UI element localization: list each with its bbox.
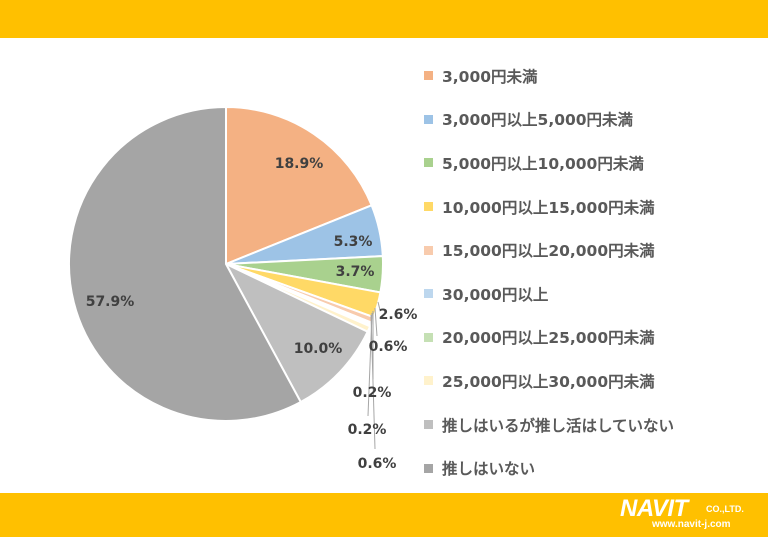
legend-swatch-9 bbox=[424, 463, 433, 473]
legend-label-2: 5,000円以上10,000円未満 bbox=[442, 154, 644, 173]
legend-item-5: 30,000円以上 bbox=[424, 272, 764, 316]
logo-url: www.navit-j.com bbox=[652, 519, 731, 530]
legend-item-0: 3,000円未満 bbox=[424, 54, 764, 98]
legend-item-2: 5,000円以上10,000円未満 bbox=[424, 141, 764, 185]
pie-slice-0 bbox=[225, 105, 373, 266]
legend-swatch-6 bbox=[424, 332, 433, 342]
data-label-6: 0.2% bbox=[348, 422, 387, 438]
legend-label-5: 30,000円以上 bbox=[442, 285, 549, 304]
legend-swatch-5 bbox=[424, 289, 433, 299]
top-band bbox=[0, 0, 768, 38]
legend-item-1: 3,000円以上5,000円未満 bbox=[424, 98, 764, 142]
legend-swatch-4 bbox=[424, 245, 433, 255]
data-label-1: 5.3% bbox=[334, 234, 373, 250]
leader-line-7 bbox=[370, 314, 376, 450]
legend-swatch-3 bbox=[424, 202, 433, 212]
data-label-2: 3.7% bbox=[336, 264, 375, 280]
data-label-8: 10.0% bbox=[294, 341, 343, 357]
legend-label-0: 3,000円未満 bbox=[442, 67, 538, 86]
legend-item-3: 10,000円以上15,000円未満 bbox=[424, 185, 764, 229]
data-label-0: 18.9% bbox=[275, 156, 324, 172]
pie-slice-8 bbox=[223, 261, 369, 404]
pie-slice-9 bbox=[68, 105, 303, 422]
legend-item-6: 20,000円以上25,000円未満 bbox=[424, 316, 764, 360]
legend-label-3: 10,000円以上15,000円未満 bbox=[442, 198, 655, 217]
legend-label-9: 推しはいない bbox=[442, 460, 536, 479]
chart-legend: 3,000円未満 3,000円以上5,000円未満 5,000円以上10,000円未… bbox=[424, 54, 764, 490]
company-logo: NAVIT CO.,LTD. www.navit-j.com bbox=[620, 497, 760, 533]
legend-swatch-2 bbox=[424, 158, 433, 168]
legend-label-6: 20,000円以上25,000円未満 bbox=[442, 329, 655, 348]
legend-label-4: 15,000円以上20,000円未満 bbox=[442, 242, 655, 261]
legend-swatch-0 bbox=[424, 71, 433, 81]
legend-label-7: 25,000円以上30,000円未満 bbox=[442, 372, 655, 391]
leader-line-4 bbox=[374, 307, 378, 337]
data-label-7: 0.6% bbox=[358, 456, 397, 472]
legend-label-1: 3,000円以上5,000円未満 bbox=[442, 111, 634, 130]
legend-item-7: 25,000円以上30,000円未満 bbox=[424, 359, 764, 403]
legend-item-8: 推しはいるが推し活はしていない bbox=[424, 403, 764, 447]
legend-swatch-1 bbox=[424, 114, 433, 124]
data-label-9: 57.9% bbox=[86, 294, 135, 310]
bottom-band bbox=[0, 493, 768, 537]
logo-suffix: CO.,LTD. bbox=[706, 504, 744, 514]
legend-item-9: 推しはいない bbox=[424, 446, 764, 490]
data-label-4: 0.6% bbox=[369, 339, 408, 355]
logo-name: NAVIT bbox=[620, 495, 688, 522]
pie-chart: 18.9% 5.3% 3.7% 2.6% 0.6% 0.2% 0.2% 0.6% 10.0% 57… bbox=[68, 105, 418, 472]
legend-item-4: 15,000円以上20,000円未満 bbox=[424, 228, 764, 272]
leader-line-3 bbox=[377, 301, 381, 311]
legend-label-8: 推しはいるが推し活はしていない bbox=[442, 416, 675, 435]
legend-swatch-8 bbox=[424, 420, 433, 430]
data-label-5: 0.2% bbox=[353, 385, 392, 401]
legend-swatch-7 bbox=[424, 376, 433, 386]
data-label-3: 2.6% bbox=[379, 307, 418, 323]
